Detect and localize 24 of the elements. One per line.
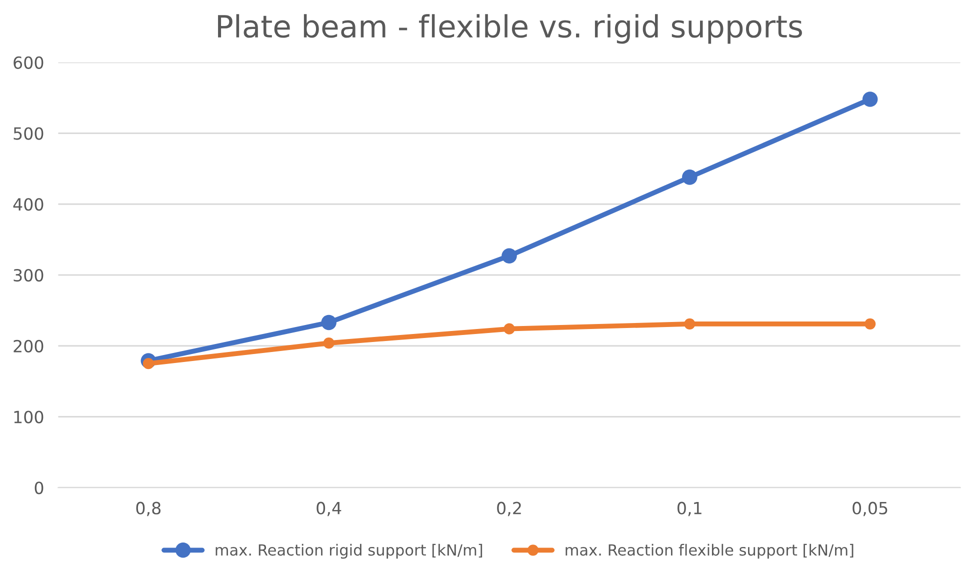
point [321, 314, 336, 330]
y-tick-label: 100 [14, 410, 44, 424]
y-tick-label: 600 [14, 56, 44, 69]
point [864, 318, 876, 330]
x-tick-label: 0,05 [852, 502, 888, 516]
y-tick-label: 0 [34, 482, 44, 494]
x-tick-label: 0,2 [497, 502, 521, 516]
point [862, 92, 878, 107]
point [684, 318, 696, 330]
point [502, 248, 517, 264]
legend-label: max. Reaction rigid support [kN/m] [216, 544, 482, 559]
x-tick-label: 0,1 [678, 502, 702, 516]
y-tick-label: 300 [14, 268, 44, 282]
x-tick-label: 0,4 [316, 502, 342, 516]
point [142, 358, 154, 370]
point [504, 323, 515, 334]
y-tick-label: 400 [13, 198, 44, 211]
point [682, 170, 698, 185]
legend-label: max. Reaction flexible support [kN/m] [566, 544, 854, 559]
y-tick-label: 200 [14, 340, 44, 352]
x-tick-label: 0,8 [136, 502, 161, 516]
point [323, 337, 334, 349]
chart-title: Plate beam - flexible vs. rigid supports [218, 14, 802, 44]
y-tick-label: 500 [14, 127, 44, 140]
